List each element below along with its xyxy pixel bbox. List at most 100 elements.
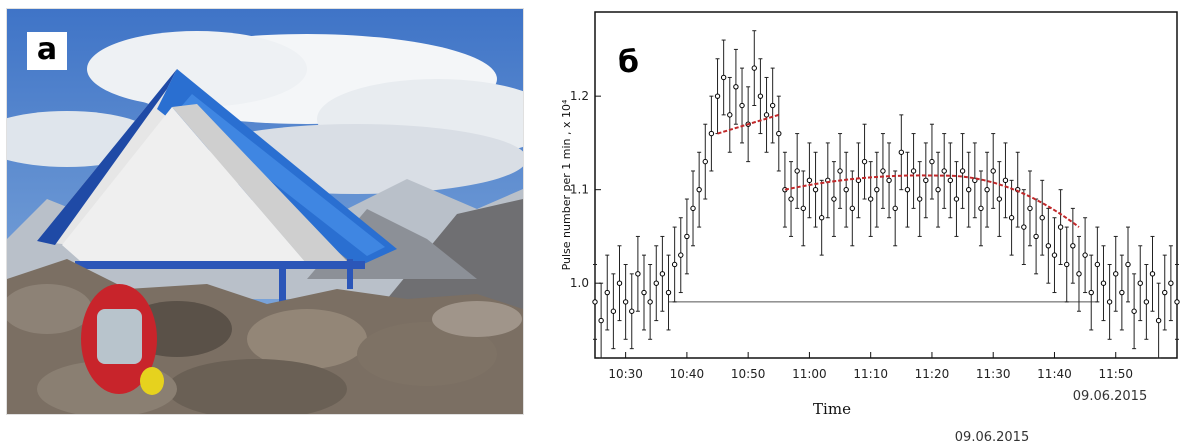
data-point [898, 149, 905, 155]
data-point [941, 168, 947, 174]
data-point [1021, 224, 1027, 230]
data-point [1106, 299, 1113, 305]
data-point [990, 168, 996, 174]
data-point [812, 186, 819, 193]
data-point [1137, 280, 1143, 286]
data-point [849, 205, 856, 212]
data-point [996, 196, 1003, 202]
data-point [1113, 271, 1119, 277]
data-point [1088, 289, 1094, 296]
data-point [598, 317, 604, 324]
data-point [1051, 252, 1058, 258]
data-point [1027, 205, 1033, 212]
data-point [1057, 224, 1064, 230]
data-point [1082, 252, 1088, 258]
data-point [867, 196, 874, 202]
data-point [1143, 299, 1150, 305]
data-point [739, 102, 745, 109]
data-point [714, 93, 721, 99]
data-point [874, 186, 880, 193]
data-point [1149, 271, 1156, 277]
data-point [1174, 299, 1180, 305]
data-point [929, 158, 935, 165]
data-point [1002, 177, 1009, 184]
data-point [886, 177, 892, 184]
pulse-chart: 10:30 10:40 10:50 11:00 11:10 11:20 11:30 11:40… [560, 11, 1180, 445]
y-tick-label: 1.1 [570, 183, 589, 197]
data-point [733, 84, 739, 90]
fit-curve-1 [717, 113, 780, 135]
data-point [1168, 280, 1174, 286]
data-point [763, 112, 770, 118]
data-point [843, 186, 849, 193]
data-point [916, 196, 923, 202]
data-point [984, 186, 990, 193]
panel-letter-b: б [618, 45, 639, 80]
plot-frame [594, 11, 1178, 359]
data-point [978, 205, 984, 212]
data-point [818, 215, 825, 221]
x-tick-label: 10:30 [608, 367, 643, 381]
data-point [665, 289, 672, 296]
data-point [604, 289, 610, 296]
y-tick-label: 1.2 [570, 89, 589, 103]
data-point [727, 112, 733, 118]
data-point [1008, 215, 1015, 221]
x-tick-label: 11:20 [915, 367, 950, 381]
data-point [1094, 261, 1101, 268]
data-point [684, 233, 690, 240]
data-point [776, 130, 782, 137]
data-point [1131, 308, 1137, 314]
x-tick-label: 11:50 [1098, 367, 1133, 381]
data-point [720, 74, 727, 81]
data-point [923, 177, 929, 184]
x-tick-label: 11:00 [792, 367, 827, 381]
data-point [653, 280, 659, 286]
hut-photo: а [6, 8, 524, 415]
data-point [616, 280, 623, 286]
data-point [831, 196, 837, 202]
data-point [1076, 271, 1082, 277]
data-point [1125, 261, 1131, 268]
data-point [800, 205, 806, 212]
x-tick-label: 11:10 [853, 367, 888, 381]
data-point [1070, 243, 1076, 249]
y-axis-label: Pulse number per 1 min , x 10⁴ [560, 99, 573, 270]
data-point [696, 186, 702, 193]
data-point [880, 168, 886, 174]
x-axis-label: Time [813, 400, 851, 418]
data-point [1162, 289, 1168, 296]
data-point [769, 102, 776, 109]
mountain-hut-picture [7, 9, 523, 414]
data-point [671, 261, 678, 268]
data-point [751, 65, 757, 71]
data-point [1100, 280, 1107, 286]
y-tick-label: 1.0 [570, 276, 589, 290]
data-point [910, 168, 917, 174]
data-point [1045, 243, 1052, 249]
data-point [966, 186, 972, 193]
data-point [959, 168, 966, 174]
data-point [861, 158, 868, 165]
data-point [947, 177, 954, 184]
data-point [904, 186, 911, 193]
data-point [635, 271, 641, 277]
date-label-inside: 09.06.2015 [1073, 389, 1147, 404]
data-point [1119, 289, 1125, 296]
x-tick-label: 10:40 [670, 367, 705, 381]
panel-letter-a: а [27, 32, 67, 70]
data-point [892, 205, 898, 212]
data-point [794, 168, 800, 174]
data-point [641, 289, 647, 296]
data-point [953, 196, 960, 202]
data-point [690, 205, 696, 212]
x-tick-label: 10:50 [731, 367, 766, 381]
fit-curve-2 [784, 174, 1080, 228]
x-tick-label: 11:40 [1037, 367, 1072, 381]
x-tick-label: 11:30 [976, 367, 1011, 381]
data-point [935, 186, 941, 193]
data-point [659, 271, 666, 277]
data-point [806, 177, 813, 184]
data-point [1064, 261, 1070, 268]
data-point [610, 308, 617, 314]
